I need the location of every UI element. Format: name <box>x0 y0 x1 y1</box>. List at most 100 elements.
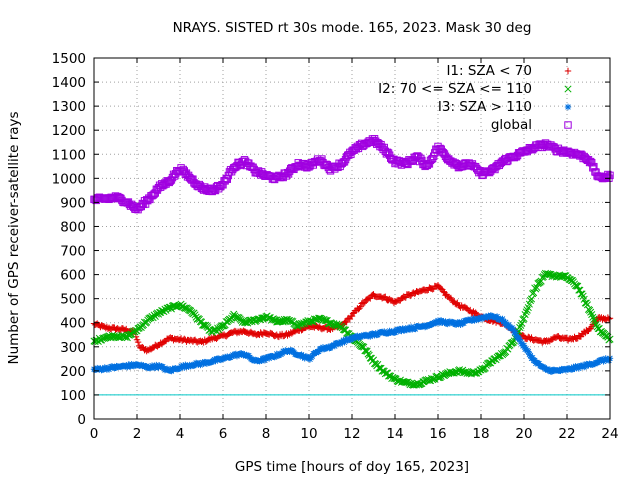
data-point <box>590 162 598 171</box>
y-tick-label: 1400 <box>52 75 86 91</box>
data-point <box>356 304 363 312</box>
data-point <box>134 338 142 346</box>
legend-marker-glyph <box>564 121 572 129</box>
legend-label: global <box>491 117 532 133</box>
legend-entry-3: I3: SZA > 110 <box>438 99 572 115</box>
y-axis-label: Number of GPS receiver-satellite rays <box>6 111 22 364</box>
data-point <box>547 270 555 278</box>
legend-label: I2: 70 <= SZA <= 110 <box>378 81 532 97</box>
data-point <box>108 331 116 339</box>
data-point <box>115 334 123 342</box>
legend-label: I1: SZA < 70 <box>446 63 532 79</box>
x-tick-label: 24 <box>601 426 618 442</box>
x-axis-label: GPS time [hours of doy 165, 2023] <box>235 459 469 475</box>
legend-entry-1: I1: SZA < 70 <box>446 63 572 79</box>
data-point <box>376 364 384 372</box>
data-point <box>588 159 596 167</box>
data-point <box>367 295 374 302</box>
x-tick-label: 12 <box>343 426 360 442</box>
legend-marker-glyph <box>564 85 572 93</box>
x-tick-label: 22 <box>558 426 575 442</box>
data-point <box>517 321 525 329</box>
data-point <box>428 154 437 163</box>
data-point <box>223 175 232 183</box>
data-point <box>285 317 293 325</box>
data-point <box>228 314 236 322</box>
data-point <box>260 314 268 322</box>
legend-marker-star-icon <box>564 103 572 111</box>
data-point <box>440 288 447 295</box>
y-tick-label: 300 <box>60 340 86 356</box>
grid <box>94 58 610 419</box>
data-point <box>403 378 411 386</box>
data-point <box>331 342 338 350</box>
y-tick-label: 700 <box>60 244 86 260</box>
data-point <box>592 321 600 329</box>
y-tick-label: 200 <box>60 364 86 380</box>
legend-marker-glyph <box>564 103 572 111</box>
y-tick-label: 0 <box>77 412 86 428</box>
data-point <box>520 315 528 323</box>
series-square <box>90 135 614 214</box>
data-point <box>605 315 613 323</box>
series-star <box>90 312 614 375</box>
x-tick-label: 0 <box>90 426 99 442</box>
data-point <box>426 377 435 385</box>
data-point <box>409 381 417 389</box>
series-cross <box>90 269 614 389</box>
data-point <box>190 309 198 317</box>
data-point <box>366 354 374 362</box>
data-point <box>604 170 612 179</box>
y-tick-label: 400 <box>60 316 86 332</box>
data-point <box>360 300 368 307</box>
data-point <box>586 306 594 314</box>
axis-ticks: 0 2 4 6 8 10 12 14 16 18 20 22 240100200300400500600… <box>52 51 619 442</box>
data-point <box>419 378 427 386</box>
x-tick-label: 6 <box>219 426 228 442</box>
x-tick-label: 20 <box>515 426 532 442</box>
y-tick-label: 100 <box>60 388 86 404</box>
data-point <box>583 301 591 309</box>
y-tick-label: 500 <box>60 292 86 308</box>
x-tick-label: 8 <box>262 426 271 442</box>
data-point <box>539 273 547 281</box>
series-layer <box>90 135 614 389</box>
legend-entry-4: global <box>491 117 572 133</box>
y-tick-label: 900 <box>60 195 86 211</box>
data-point <box>590 315 598 323</box>
data-point <box>573 282 581 290</box>
x-tick-label: 18 <box>472 426 489 442</box>
legend-marker-plus-icon <box>564 67 572 75</box>
data-point <box>258 314 266 322</box>
data-point <box>280 315 288 324</box>
chart-title: NRAYS. SISTED rt 30s mode. 165, 2023. Ma… <box>173 20 532 36</box>
legend: I1: SZA < 70 I2: 70 <= SZA <= 110 I3: SZ… <box>378 63 572 133</box>
data-point <box>582 299 590 307</box>
legend-marker-square-icon <box>564 121 572 129</box>
y-tick-label: 1500 <box>52 51 86 67</box>
data-point <box>357 303 364 310</box>
data-point <box>496 352 504 360</box>
data-point <box>429 286 436 293</box>
x-tick-label: 14 <box>386 426 403 442</box>
y-tick-label: 1100 <box>52 147 86 163</box>
x-tick-label: 2 <box>133 426 142 442</box>
data-point <box>384 372 393 380</box>
data-point <box>348 312 356 320</box>
data-point <box>578 290 586 298</box>
data-point <box>462 368 470 376</box>
y-tick-label: 1200 <box>52 123 86 139</box>
data-point <box>316 314 324 322</box>
y-tick-label: 800 <box>60 219 86 235</box>
data-point <box>589 313 597 321</box>
data-point <box>602 332 610 340</box>
data-point <box>545 270 553 278</box>
y-tick-label: 1300 <box>52 99 86 115</box>
x-tick-label: 10 <box>300 426 317 442</box>
data-point <box>199 321 207 329</box>
y-tick-label: 1000 <box>52 171 86 187</box>
data-point <box>525 348 532 355</box>
x-tick-label: 16 <box>429 426 446 442</box>
data-point <box>516 323 524 332</box>
